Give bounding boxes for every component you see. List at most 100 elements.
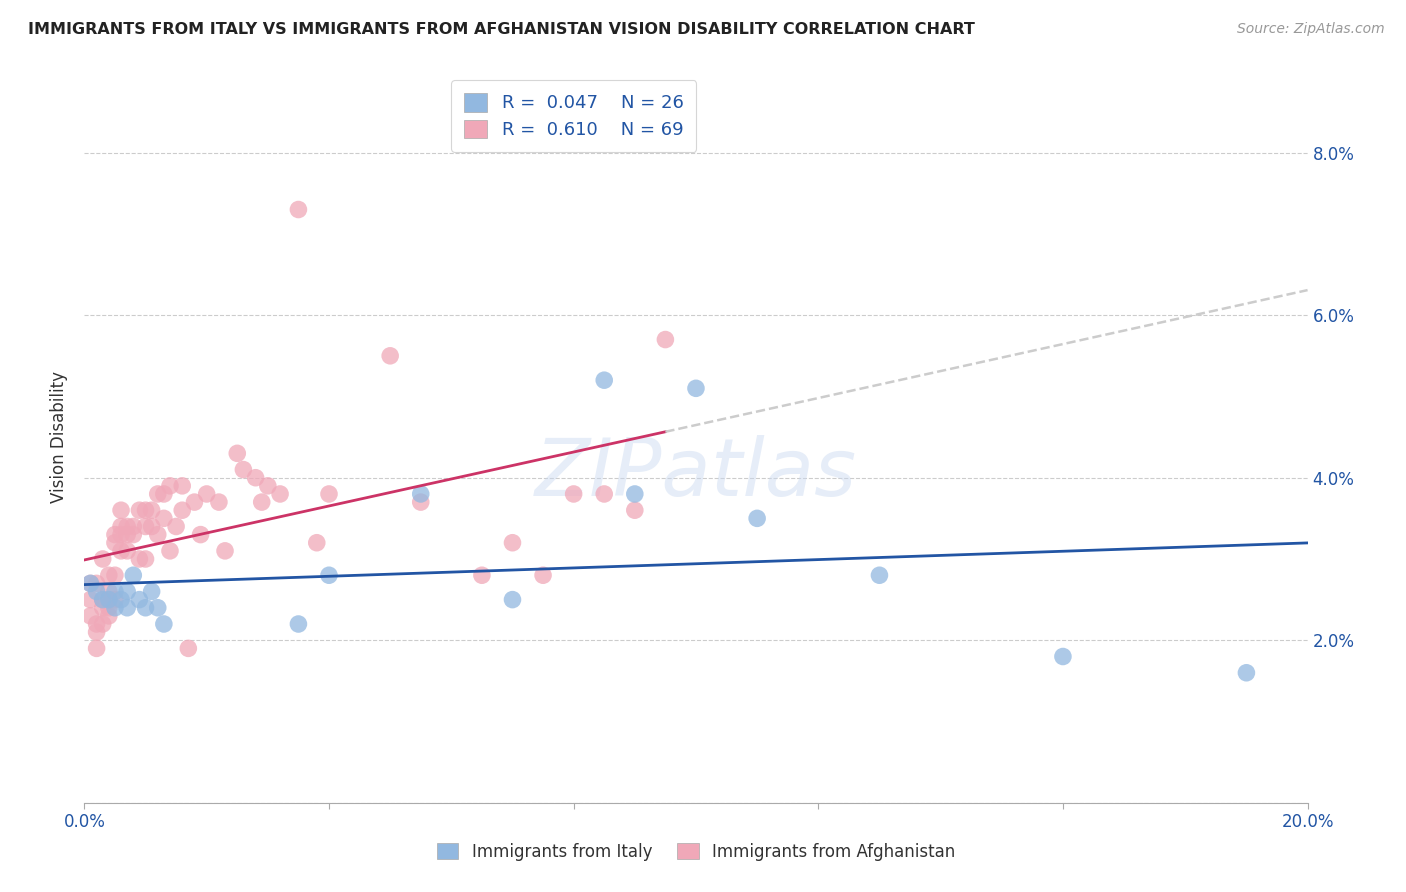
Point (135, 519, 157, 533)
Point (593, 373, 616, 387)
Point (146, 600, 169, 615)
Point (86, 625, 108, 640)
Point (654, 333, 676, 347)
Point (159, 479, 181, 493)
Point (232, 462, 254, 476)
Point (97, 592, 120, 607)
Point (128, 552, 150, 566)
Point (110, 592, 132, 607)
Point (318, 568, 340, 582)
Point (79, 576, 101, 591)
Point (97, 568, 120, 582)
Point (79, 592, 101, 607)
Point (502, 592, 524, 607)
Point (122, 519, 145, 533)
Point (104, 527, 127, 541)
Point (250, 495, 273, 509)
Point (86, 641, 108, 656)
Point (208, 495, 231, 509)
Text: IMMIGRANTS FROM ITALY VS IMMIGRANTS FROM AFGHANISTAN VISION DISABILITY CORRELATI: IMMIGRANTS FROM ITALY VS IMMIGRANTS FROM… (28, 22, 974, 37)
Point (86, 584, 108, 599)
Point (183, 495, 205, 509)
Point (104, 568, 127, 582)
Point (110, 519, 132, 533)
Point (257, 479, 280, 493)
Point (115, 527, 138, 541)
Point (110, 503, 132, 517)
Point (214, 544, 236, 558)
Point (471, 568, 494, 582)
Point (135, 600, 157, 615)
Point (172, 503, 194, 517)
Point (624, 503, 647, 517)
Point (226, 446, 249, 460)
Point (91, 592, 114, 607)
Point (287, 617, 309, 632)
Point (115, 584, 138, 599)
Point (97, 592, 120, 607)
Point (91, 617, 114, 632)
Point (177, 641, 200, 656)
Point (104, 535, 127, 549)
Point (141, 503, 163, 517)
Point (91, 600, 114, 615)
Y-axis label: Vision Disability: Vision Disability (51, 371, 69, 503)
Point (86, 576, 108, 591)
Point (86, 617, 108, 632)
Point (115, 544, 138, 558)
Point (79, 608, 101, 623)
Point (593, 487, 616, 501)
Point (104, 584, 127, 599)
Point (685, 381, 707, 395)
Point (747, 511, 769, 525)
Point (110, 544, 132, 558)
Point (91, 592, 114, 607)
Point (141, 584, 163, 599)
Point (287, 202, 309, 217)
Point (135, 503, 157, 517)
Point (91, 552, 114, 566)
Text: Source: ZipAtlas.com: Source: ZipAtlas.com (1237, 22, 1385, 37)
Point (146, 487, 169, 501)
Point (153, 617, 176, 632)
Point (409, 495, 432, 509)
Point (245, 471, 267, 485)
Point (153, 487, 176, 501)
Point (318, 487, 340, 501)
Point (110, 527, 132, 541)
Point (869, 568, 891, 582)
Point (128, 503, 150, 517)
Point (624, 487, 647, 501)
Point (502, 535, 524, 549)
Point (79, 576, 101, 591)
Point (409, 487, 432, 501)
Point (97, 608, 120, 623)
Legend: Immigrants from Italy, Immigrants from Afghanistan: Immigrants from Italy, Immigrants from A… (430, 837, 962, 868)
Point (146, 527, 169, 541)
Point (115, 600, 138, 615)
Point (159, 544, 181, 558)
Text: ZIPatlas: ZIPatlas (534, 434, 858, 513)
Point (305, 535, 328, 549)
Point (1236, 665, 1258, 680)
Point (269, 487, 291, 501)
Point (165, 519, 187, 533)
Point (531, 568, 554, 582)
Point (190, 527, 212, 541)
Point (172, 479, 194, 493)
Point (97, 600, 120, 615)
Point (195, 487, 218, 501)
Point (97, 584, 120, 599)
Point (104, 600, 127, 615)
Point (115, 519, 138, 533)
Point (562, 487, 585, 501)
Point (141, 519, 163, 533)
Point (104, 592, 127, 607)
Point (153, 511, 176, 525)
Point (380, 349, 402, 363)
Point (128, 592, 150, 607)
Point (122, 568, 145, 582)
Point (122, 527, 145, 541)
Point (135, 552, 157, 566)
Point (1052, 649, 1074, 664)
